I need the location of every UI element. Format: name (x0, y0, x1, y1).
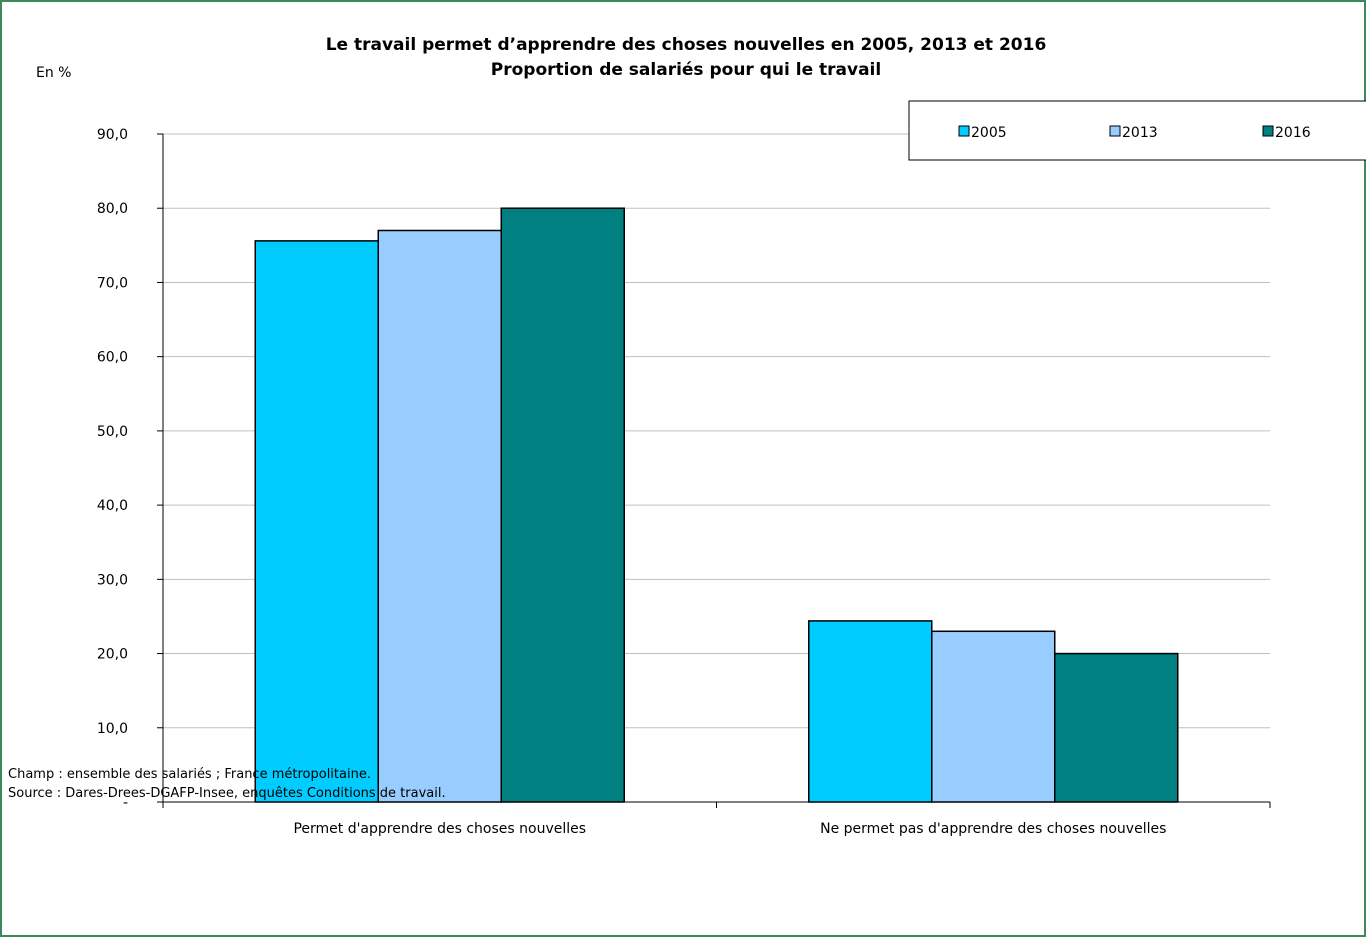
bar-2016-2 (1054, 652, 1179, 803)
y-tick-label: 80,0 (97, 201, 128, 217)
legend: 2005 2013 2016 (908, 100, 1366, 161)
bar-2005-2 (808, 620, 933, 803)
y-tick-label: 50,0 (97, 424, 128, 440)
axes (157, 133, 1271, 808)
legend-swatch-2016 (1262, 125, 1274, 137)
y-tick-label: 30,0 (97, 572, 128, 588)
bar-2005-1 (254, 240, 379, 803)
bar-2016-1 (500, 207, 625, 803)
y-tick-label: 10,0 (97, 721, 128, 737)
y-tick-label: 60,0 (97, 350, 128, 366)
y-tick-label: 70,0 (97, 275, 128, 291)
y-axis-unit-label: En % (36, 65, 71, 81)
legend-swatch-2013 (1109, 125, 1121, 137)
category-labels: Permet d'apprendre des choses nouvelles N… (293, 821, 1166, 837)
chart-title-line2: Proportion de salariés pour qui le trava… (491, 60, 881, 80)
footnote-source: Source : Dares-Drees-DGAFP-Insee, enquêt… (8, 786, 446, 801)
category-label: Permet d'apprendre des choses nouvelles (293, 821, 586, 837)
y-tick-labels: - 10,0 20,0 30,0 40,0 50,0 60,0 70,0 80,0 90,0 (97, 127, 128, 811)
legend-swatch-2005 (958, 125, 970, 137)
chart-title-line1: Le travail permet d’apprendre des choses… (326, 35, 1047, 55)
bar-2013-2 (931, 630, 1056, 803)
y-tick-label: 90,0 (97, 127, 128, 143)
legend-box (908, 100, 1366, 161)
legend-label-2005: 2005 (971, 125, 1007, 141)
y-tick-label: - (123, 795, 128, 811)
bar-2013-1 (377, 229, 502, 803)
y-tick-label: 20,0 (97, 647, 128, 663)
category-label: Ne permet pas d'apprendre des choses nou… (820, 821, 1166, 837)
footnote-champ: Champ : ensemble des salariés ; France m… (8, 767, 371, 782)
y-tick-label: 40,0 (97, 498, 128, 514)
bars-group (254, 207, 1179, 803)
legend-label-2013: 2013 (1122, 125, 1158, 141)
legend-label-2016: 2016 (1275, 125, 1311, 141)
